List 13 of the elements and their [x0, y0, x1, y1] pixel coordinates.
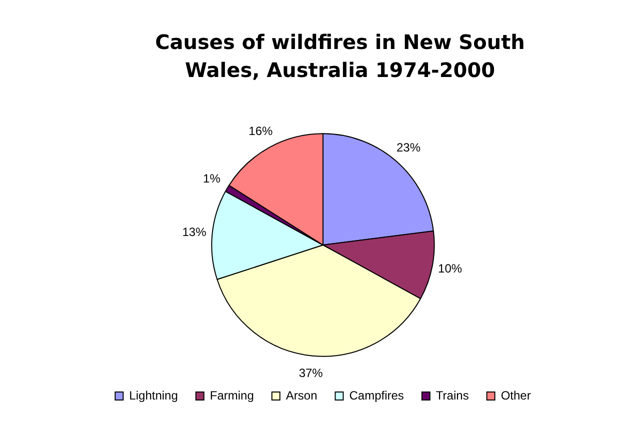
legend-label: Trains	[436, 388, 469, 402]
legend-label: Lightning	[129, 388, 178, 402]
legend-label: Other	[500, 388, 531, 402]
data-label: 37%	[298, 366, 324, 380]
data-label: 10%	[438, 262, 462, 276]
legend-label: Farming	[210, 388, 254, 402]
chart-title: Causes of wildfires in New South Wales, Australia 1974-2000	[154, 29, 526, 84]
data-label: 1%	[203, 171, 221, 186]
data-label: 16%	[248, 124, 274, 138]
legend-label: Arson	[286, 388, 318, 402]
data-label: 23%	[396, 140, 421, 154]
legend-label: Campfires	[349, 388, 404, 402]
data-label: 13%	[182, 225, 207, 240]
